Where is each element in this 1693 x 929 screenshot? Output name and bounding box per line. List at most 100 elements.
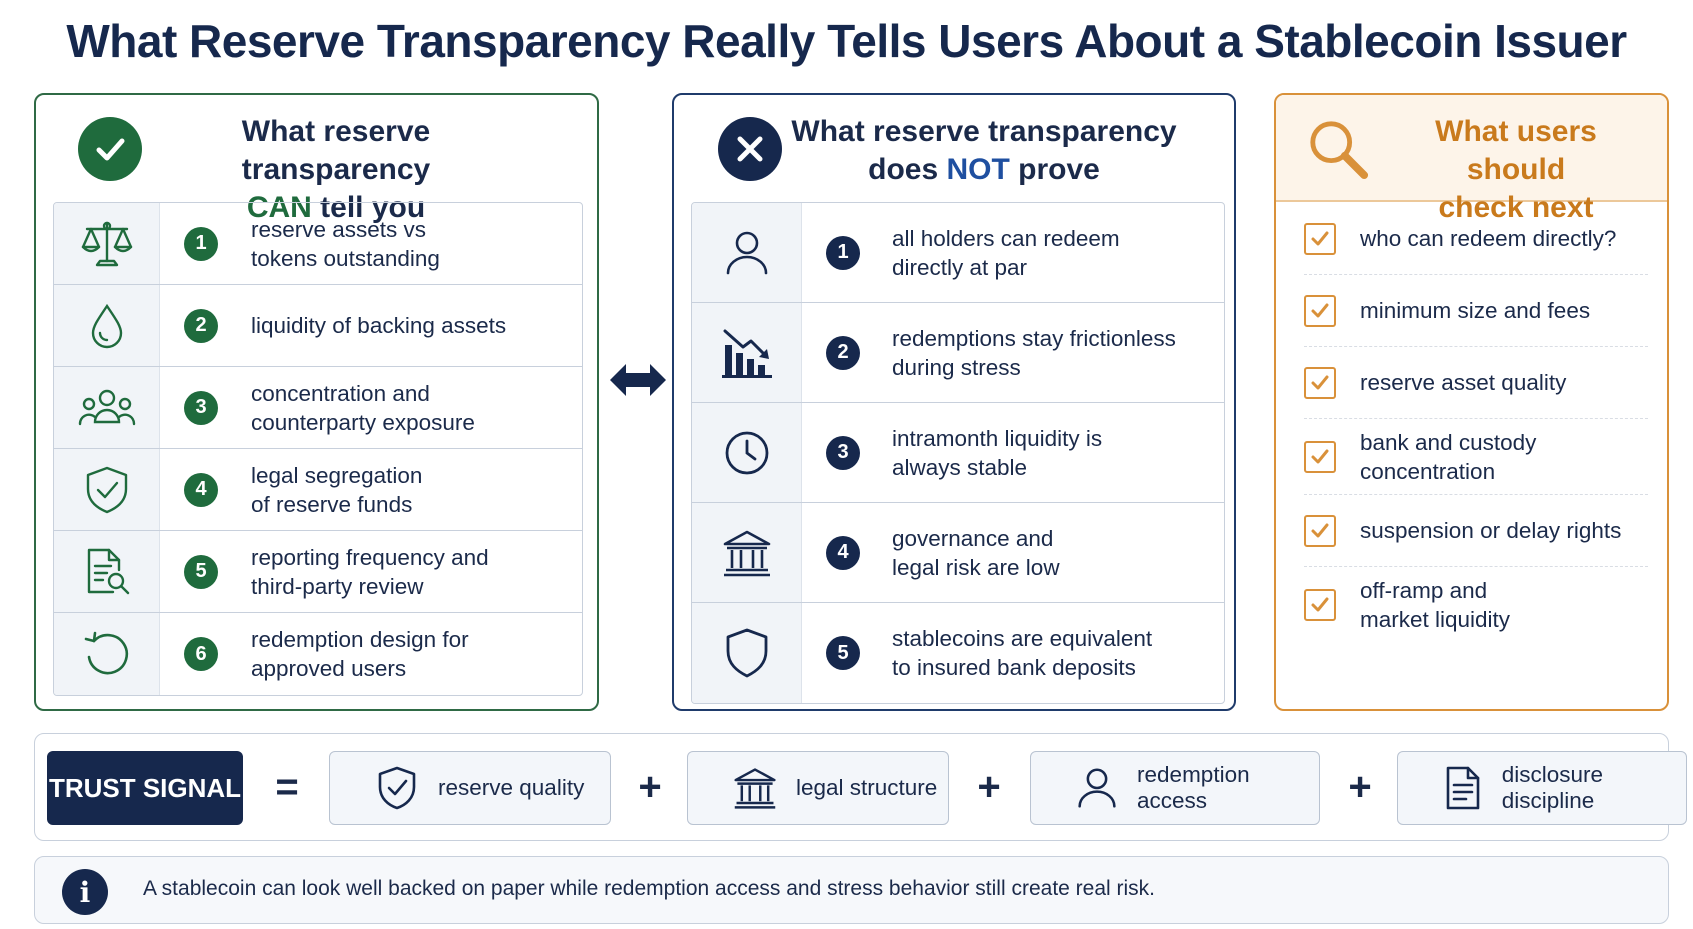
item-text: governance and: [892, 525, 1054, 551]
item-text: reporting frequency and: [251, 544, 489, 570]
check-text: concentration: [1360, 458, 1496, 484]
list-item: 1 reserve assets vs tokens outstanding: [54, 203, 582, 285]
equals-sign: =: [275, 765, 299, 809]
scale-icon: [54, 203, 160, 284]
item-text: during stress: [892, 354, 1021, 380]
check-text: off-ramp and: [1360, 578, 1488, 603]
page-title: What Reserve Transparency Really Tells U…: [66, 15, 1627, 67]
list-item: 3 intramonth liquidity is always stable: [692, 403, 1224, 503]
item-number: 1: [184, 226, 218, 261]
can-panel: What reserve transparency CAN tell you 1…: [34, 93, 599, 711]
item-text: third-party review: [251, 573, 424, 599]
not-panel-heading: What reserve transparency does NOT prove: [784, 113, 1184, 189]
item-number: 3: [826, 435, 860, 470]
trust-part-label: legal structure: [796, 775, 938, 800]
item-text: legal risk are low: [892, 554, 1060, 580]
item-text: approved users: [251, 656, 407, 681]
item-number: 4: [184, 472, 218, 507]
checkbox-checked-icon: [1304, 294, 1336, 327]
checkbox-checked-icon: [1304, 440, 1336, 473]
not-heading-line1: What reserve transparency: [791, 115, 1177, 148]
check-list: who can redeem directly? minimum size an…: [1304, 203, 1648, 643]
clock-icon: [692, 403, 802, 502]
item-text: liquidity of backing assets: [251, 313, 507, 338]
check-item: off-ramp and market liquidity: [1304, 567, 1648, 643]
check-text: reserve asset quality: [1360, 370, 1567, 395]
plus-sign: +: [638, 765, 662, 809]
checkmark-icon: [78, 117, 142, 181]
double-arrow-icon: [610, 362, 666, 398]
item-text: to insured bank deposits: [892, 655, 1136, 680]
item-text: stablecoins are equivalent: [892, 626, 1153, 651]
checkbox-checked-icon: [1304, 366, 1336, 399]
plus-sign: +: [977, 765, 1001, 809]
list-item: 2 redemptions stay frictionless during st…: [692, 303, 1224, 403]
info-icon: i: [62, 869, 108, 915]
checkbox-checked-icon: [1304, 514, 1336, 547]
not-heading-pre: does: [868, 153, 939, 186]
trust-part-label: reserve quality: [438, 775, 585, 800]
trust-part-label: disclosure discipline: [1501, 762, 1604, 813]
list-item: 5 stablecoins are equivalent to insured b…: [692, 603, 1224, 703]
refresh-icon: [54, 613, 160, 695]
trust-signal-label: TRUST SIGNAL: [47, 751, 243, 825]
item-number: 2: [184, 308, 218, 343]
list-item: 2 liquidity of backing assets: [54, 285, 582, 367]
check-item: bank and custody concentration: [1304, 419, 1648, 495]
trust-signal-bar: TRUST SIGNAL = reserve quality + legal s…: [34, 733, 1687, 841]
can-panel-heading: What reserve transparency CAN tell you: [146, 113, 526, 227]
person-icon: [1071, 765, 1123, 811]
item-text: tokens outstanding: [251, 245, 440, 271]
trust-part-legal-structure: legal structure: [687, 751, 949, 825]
item-text: counterparty exposure: [251, 409, 475, 435]
item-text: directly at par: [892, 254, 1028, 280]
item-text: always stable: [892, 454, 1028, 480]
item-text: of reserve funds: [251, 491, 413, 517]
item-number: 5: [184, 554, 218, 589]
trust-part-label: redemption access: [1137, 762, 1250, 813]
bank-icon: [692, 503, 802, 602]
item-number: 2: [826, 335, 860, 370]
can-list: 1 reserve assets vs tokens outstanding 2 …: [53, 202, 583, 696]
people-icon: [54, 367, 160, 448]
item-number: 4: [826, 535, 860, 570]
list-item: 4 governance and legal risk are low: [692, 503, 1224, 603]
list-item: 3 concentration and counterparty exposure: [54, 367, 582, 449]
document-search-icon: [54, 531, 160, 612]
check-item: minimum size and fees: [1304, 275, 1648, 347]
list-item: 4 legal segregation of reserve funds: [54, 449, 582, 531]
not-heading-emphasis: NOT: [946, 153, 1010, 186]
check-heading-line2: check next: [1438, 191, 1594, 224]
check-text: minimum size and fees: [1360, 298, 1591, 323]
trust-part-disclosure-discipline: disclosure discipline: [1397, 751, 1687, 825]
checkbox-checked-icon: [1304, 589, 1336, 621]
declining-chart-icon: [692, 303, 802, 402]
check-text: bank and custody: [1360, 429, 1537, 455]
check-panel-header: What users should check next: [1276, 95, 1667, 224]
item-text: intramonth liquidity is: [892, 425, 1103, 451]
not-panel-header: What reserve transparency does NOT prove: [674, 95, 1234, 203]
can-panel-header: What reserve transparency CAN tell you: [36, 95, 597, 224]
check-text: market liquidity: [1360, 607, 1511, 632]
list-item: 1 all holders can redeem directly at par: [692, 203, 1224, 303]
can-heading-rest: tell you: [320, 191, 426, 224]
person-icon: [692, 203, 802, 302]
item-text: reserve assets vs: [251, 216, 427, 242]
item-text: redemption design for: [251, 627, 469, 652]
can-heading-line1: What reserve transparency: [241, 115, 431, 186]
trust-part-redemption-access: redemption access: [1030, 751, 1320, 825]
item-number: 5: [826, 636, 860, 670]
check-text: who can redeem directly?: [1360, 226, 1617, 251]
shield-check-icon: [54, 449, 160, 530]
check-panel-heading: What users should check next: [1386, 113, 1646, 227]
item-text: concentration and: [251, 380, 430, 406]
magnifier-icon: [1306, 117, 1370, 181]
checkbox-checked-icon: [1304, 222, 1336, 255]
list-item: 6 redemption design for approved users: [54, 613, 582, 695]
item-number: 6: [184, 637, 218, 671]
item-number: 1: [826, 235, 860, 270]
shield-icon: [692, 603, 802, 703]
item-text: all holders can redeem: [892, 225, 1120, 251]
info-note: i A stablecoin can look well backed on p…: [34, 856, 1669, 924]
item-number: 3: [184, 390, 218, 425]
